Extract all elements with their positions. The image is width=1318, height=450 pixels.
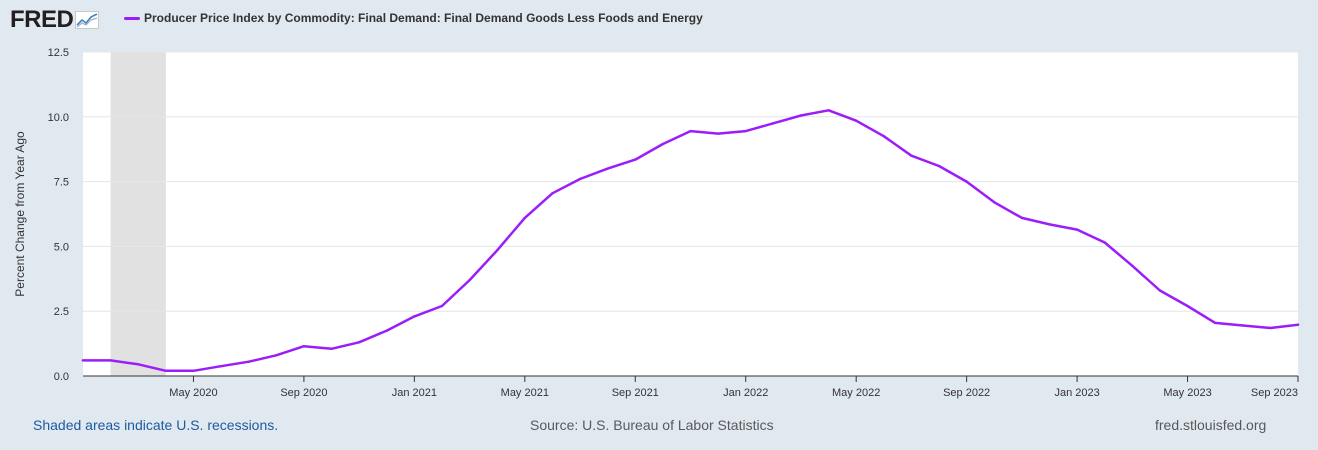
- data-point: [357, 341, 361, 344]
- x-tick-label: May 2022: [832, 387, 880, 399]
- fred-logo-text: FRED: [10, 6, 74, 33]
- data-point: [385, 329, 388, 332]
- data-point: [634, 158, 637, 161]
- data-point: [440, 304, 444, 308]
- trend-graph-icon: [75, 11, 100, 29]
- data-point: [81, 359, 85, 362]
- data-point: [302, 344, 306, 348]
- data-point: [330, 347, 333, 350]
- data-point: [1269, 326, 1272, 330]
- data-point: [1131, 264, 1134, 268]
- y-axis-title: Percent Change from Year Ago: [13, 131, 27, 297]
- data-point: [661, 142, 665, 146]
- data-point: [1213, 321, 1217, 325]
- data-point: [109, 359, 112, 362]
- x-tick-label: Sep 2020: [280, 387, 327, 399]
- data-point: [606, 167, 609, 170]
- data-point: [1103, 241, 1106, 244]
- data-point: [1241, 324, 1244, 327]
- x-axis-ticks: May 2020 Sep 2020 Jan 2021 May 2021 Sep 2021…: [169, 376, 1299, 399]
- series-points: [81, 109, 1300, 373]
- data-point: [965, 180, 968, 183]
- x-tick-label: Jan 2022: [723, 387, 768, 399]
- x-tick-label: Sep 2021: [612, 387, 659, 399]
- data-point: [854, 119, 858, 122]
- recession-shading: [110, 52, 166, 376]
- site-link[interactable]: fred.stlouisfed.org: [1155, 417, 1267, 433]
- x-tick-label: Sep 2023: [1251, 387, 1298, 399]
- y-tick-label: 12.5: [48, 47, 69, 59]
- data-point: [275, 354, 278, 357]
- data-point: [468, 278, 471, 282]
- x-tick-label: May 2020: [169, 387, 217, 399]
- plot-area: [83, 52, 1298, 376]
- chart-header: FRED Producer Price Index by Commodity: …: [0, 0, 1318, 40]
- x-tick-label: May 2021: [501, 387, 549, 399]
- data-point: [882, 135, 885, 138]
- data-point: [1186, 304, 1189, 308]
- data-point: [137, 363, 140, 366]
- data-point: [993, 201, 996, 204]
- data-point: [247, 360, 250, 363]
- data-point: [551, 192, 554, 195]
- y-axis-ticks: 0.0 2.5 5.0 7.5 10.0 12.5: [48, 47, 69, 383]
- recession-note[interactable]: Shaded areas indicate U.S. recessions.: [33, 417, 279, 433]
- fred-logo[interactable]: FRED: [10, 6, 100, 34]
- data-point: [1075, 228, 1079, 231]
- data-point: [1296, 323, 1300, 326]
- legend-series-label: Producer Price Index by Commodity: Final…: [144, 11, 703, 25]
- data-point: [578, 177, 582, 181]
- data-point: [164, 369, 168, 373]
- x-tick-label: May 2023: [1163, 387, 1211, 399]
- data-point: [413, 315, 416, 318]
- data-point: [523, 216, 527, 220]
- data-point: [219, 364, 223, 368]
- y-tick-label: 2.5: [54, 306, 69, 318]
- y-tick-label: 0.0: [54, 371, 69, 383]
- data-point: [1158, 289, 1162, 292]
- data-point: [1020, 216, 1024, 220]
- data-point: [799, 114, 803, 117]
- y-tick-label: 7.5: [54, 177, 69, 189]
- data-point: [716, 132, 720, 135]
- legend-swatch: [124, 16, 140, 20]
- data-point: [910, 154, 913, 157]
- data-point: [496, 249, 499, 252]
- data-point: [1048, 223, 1051, 226]
- source-note: Source: U.S. Bureau of Labor Statistics: [530, 417, 774, 433]
- data-point: [744, 129, 747, 133]
- chart-legend[interactable]: Producer Price Index by Commodity: Final…: [124, 11, 703, 25]
- y-tick-label: 5.0: [54, 241, 69, 253]
- x-tick-label: Sep 2022: [943, 387, 990, 399]
- data-point: [772, 122, 775, 125]
- x-tick-label: Jan 2021: [392, 387, 437, 399]
- x-tick-label: Jan 2023: [1054, 387, 1099, 399]
- gridlines: [83, 51, 1298, 312]
- data-point: [689, 129, 692, 133]
- data-point: [827, 109, 830, 112]
- y-tick-label: 10.0: [48, 112, 69, 124]
- data-point: [192, 369, 195, 373]
- line-chart[interactable]: 0.0 2.5 5.0 7.5 10.0 12.5 Percent Change from…: [0, 40, 1318, 408]
- data-point: [937, 164, 941, 168]
